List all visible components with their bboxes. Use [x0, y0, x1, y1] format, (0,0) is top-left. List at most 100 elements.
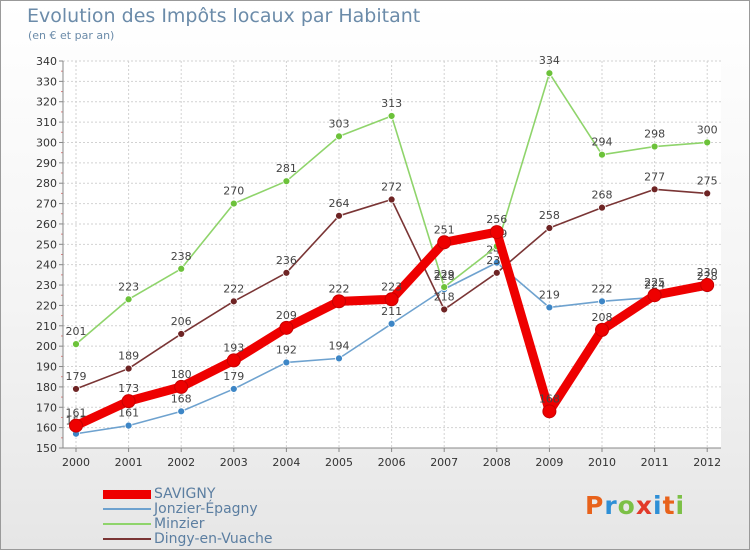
data-point-jonzier-epagny-2008 [492, 258, 501, 267]
data-label-jonzier-epagny-2004: 192 [276, 343, 297, 356]
logo-letter-o: o [617, 491, 636, 520]
data-point-savigny-2010 [595, 322, 609, 337]
y-tick-label-280: 280 [36, 177, 57, 190]
y-tick-label-250: 250 [36, 238, 57, 251]
data-point-minzier-2002 [177, 264, 186, 273]
data-point-minzier-2003 [229, 199, 238, 208]
data-point-dingy-en-vuache-2005 [335, 211, 343, 220]
data-point-minzier-2011 [650, 142, 659, 151]
data-point-savigny-2011 [647, 288, 662, 303]
data-point-minzier-2012 [703, 138, 712, 147]
data-label-dingy-en-vuache-2006: 272 [381, 181, 402, 194]
proxiti-logo: Proxiti [585, 491, 685, 520]
x-tick-label-2004: 2004 [272, 456, 300, 469]
data-label-jonzier-epagny-2005: 194 [329, 339, 350, 352]
data-label-dingy-en-vuache-2000: 179 [66, 370, 87, 383]
data-label-savigny-2007: 251 [434, 223, 455, 236]
data-label-savigny-2009: 168 [539, 392, 560, 405]
y-tick-label-270: 270 [36, 198, 57, 211]
data-point-minzier-2006 [387, 112, 396, 120]
data-label-minzier-2001: 223 [118, 280, 139, 293]
x-tick-label-2006: 2006 [378, 456, 406, 469]
chart-subtitle: (en € et par an) [28, 29, 115, 42]
data-label-savigny-2006: 223 [381, 280, 402, 293]
y-tick-label-340: 340 [36, 55, 57, 68]
data-point-savigny-2001 [121, 394, 136, 409]
data-point-minzier-2000 [72, 340, 80, 349]
y-tick-label-240: 240 [36, 259, 57, 272]
y-tick-label-220: 220 [36, 299, 57, 312]
data-point-dingy-en-vuache-2011 [650, 185, 659, 194]
x-tick-label-2010: 2010 [588, 456, 616, 469]
data-point-dingy-en-vuache-2001 [124, 364, 133, 373]
data-point-dingy-en-vuache-2008 [492, 268, 501, 277]
logo-letter-r: r [604, 491, 618, 520]
data-label-dingy-en-vuache-2007: 218 [434, 290, 455, 303]
y-tick-label-210: 210 [36, 320, 57, 333]
data-point-dingy-en-vuache-2012 [703, 189, 712, 198]
data-point-savigny-2009 [542, 404, 557, 419]
y-tick-label-310: 310 [36, 116, 57, 129]
y-tick-label-320: 320 [36, 96, 57, 109]
x-tick-label-2011: 2011 [641, 456, 669, 469]
data-point-jonzier-epagny-2002 [177, 407, 186, 416]
x-tick-label-2007: 2007 [430, 456, 458, 469]
legend-label-dingy-en-vuache: Dingy-en-Vuache [154, 531, 273, 547]
legend-swatch-jonzier-epagny [103, 508, 151, 510]
data-point-savigny-2007 [437, 235, 452, 250]
data-point-dingy-en-vuache-2010 [598, 203, 606, 212]
data-point-dingy-en-vuache-2009 [545, 224, 554, 232]
data-label-savigny-2003: 193 [223, 341, 244, 354]
logo-letter-i: i [653, 491, 663, 520]
x-tick-label-2003: 2003 [220, 456, 248, 469]
data-point-dingy-en-vuache-2000 [72, 385, 80, 393]
x-tick-label-2005: 2005 [325, 456, 353, 469]
data-label-minzier-2005: 303 [329, 117, 350, 130]
data-label-minzier-2011: 298 [644, 128, 665, 141]
legend-swatch-dingy-en-vuache [103, 538, 151, 540]
y-tick-label-300: 300 [36, 136, 57, 149]
y-tick-label-330: 330 [36, 75, 57, 88]
y-tick-label-160: 160 [36, 422, 57, 435]
data-point-jonzier-epagny-2009 [545, 303, 554, 312]
y-tick-label-290: 290 [36, 157, 57, 170]
data-point-dingy-en-vuache-2004 [282, 268, 291, 277]
logo-letter-i-2: i [675, 491, 686, 520]
legend-swatch-minzier [103, 523, 151, 525]
data-point-minzier-2005 [335, 132, 343, 141]
legend-item-jonzier-epagny: Jonzier-Épagny [103, 502, 333, 517]
data-label-savigny-2011: 225 [644, 276, 665, 289]
data-point-savigny-2005 [332, 294, 346, 309]
data-label-minzier-2004: 281 [276, 162, 297, 175]
data-label-jonzier-epagny-2006: 211 [381, 305, 402, 318]
data-point-minzier-2007 [440, 283, 449, 291]
data-point-savigny-2008 [489, 225, 504, 240]
legend-item-dingy-en-vuache: Dingy-en-Vuache [103, 532, 333, 547]
data-label-dingy-en-vuache-2004: 236 [276, 254, 297, 267]
data-point-jonzier-epagny-2001 [124, 421, 133, 430]
data-label-savigny-2000: 161 [66, 407, 87, 420]
x-tick-label-2008: 2008 [483, 456, 511, 469]
data-label-dingy-en-vuache-2011: 277 [644, 170, 665, 183]
data-point-jonzier-epagny-2005 [335, 354, 343, 363]
y-tick-label-230: 230 [36, 279, 57, 292]
logo-letter-x: x [635, 491, 653, 520]
x-tick-label-2002: 2002 [167, 456, 195, 469]
data-point-savigny-2004 [279, 320, 294, 335]
data-point-dingy-en-vuache-2002 [177, 330, 186, 338]
logo-letter-t: t [662, 491, 676, 520]
data-point-jonzier-epagny-2006 [387, 319, 396, 328]
data-label-jonzier-epagny-2009: 219 [539, 288, 560, 301]
data-label-jonzier-epagny-2007: 228 [434, 270, 455, 283]
data-point-savigny-2002 [174, 379, 189, 394]
data-label-savigny-2001: 173 [118, 382, 139, 395]
data-label-dingy-en-vuache-2012: 275 [697, 174, 718, 187]
data-label-dingy-en-vuache-2003: 222 [223, 282, 244, 295]
data-label-minzier-2000: 201 [66, 325, 87, 338]
data-point-savigny-2012 [700, 278, 715, 293]
data-label-jonzier-epagny-2011: 224 [644, 278, 665, 291]
legend-label-savigny: SAVIGNY [154, 486, 216, 502]
data-point-savigny-2000 [69, 418, 83, 433]
data-point-minzier-2004 [282, 177, 291, 186]
data-label-minzier-2010: 294 [592, 136, 613, 149]
